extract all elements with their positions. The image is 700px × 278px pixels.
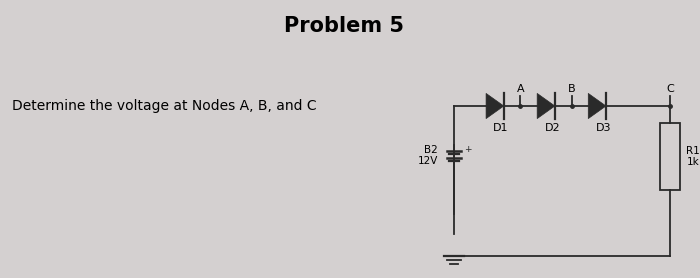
Text: C: C bbox=[666, 84, 674, 94]
Polygon shape bbox=[486, 93, 504, 119]
Text: B: B bbox=[568, 84, 575, 94]
Text: D1: D1 bbox=[494, 123, 509, 133]
Text: Problem 5: Problem 5 bbox=[284, 16, 404, 36]
Text: Determine the voltage at Nodes A, B, and C: Determine the voltage at Nodes A, B, and… bbox=[12, 99, 316, 113]
Polygon shape bbox=[588, 93, 606, 119]
Text: D2: D2 bbox=[545, 123, 560, 133]
Text: R1
1k: R1 1k bbox=[686, 146, 699, 167]
Text: 12V: 12V bbox=[418, 156, 438, 166]
Text: B2: B2 bbox=[424, 145, 438, 155]
Polygon shape bbox=[537, 93, 555, 119]
Text: A: A bbox=[517, 84, 524, 94]
Text: D3: D3 bbox=[596, 123, 611, 133]
Bar bbox=[660, 123, 680, 190]
Text: +: + bbox=[464, 145, 472, 154]
